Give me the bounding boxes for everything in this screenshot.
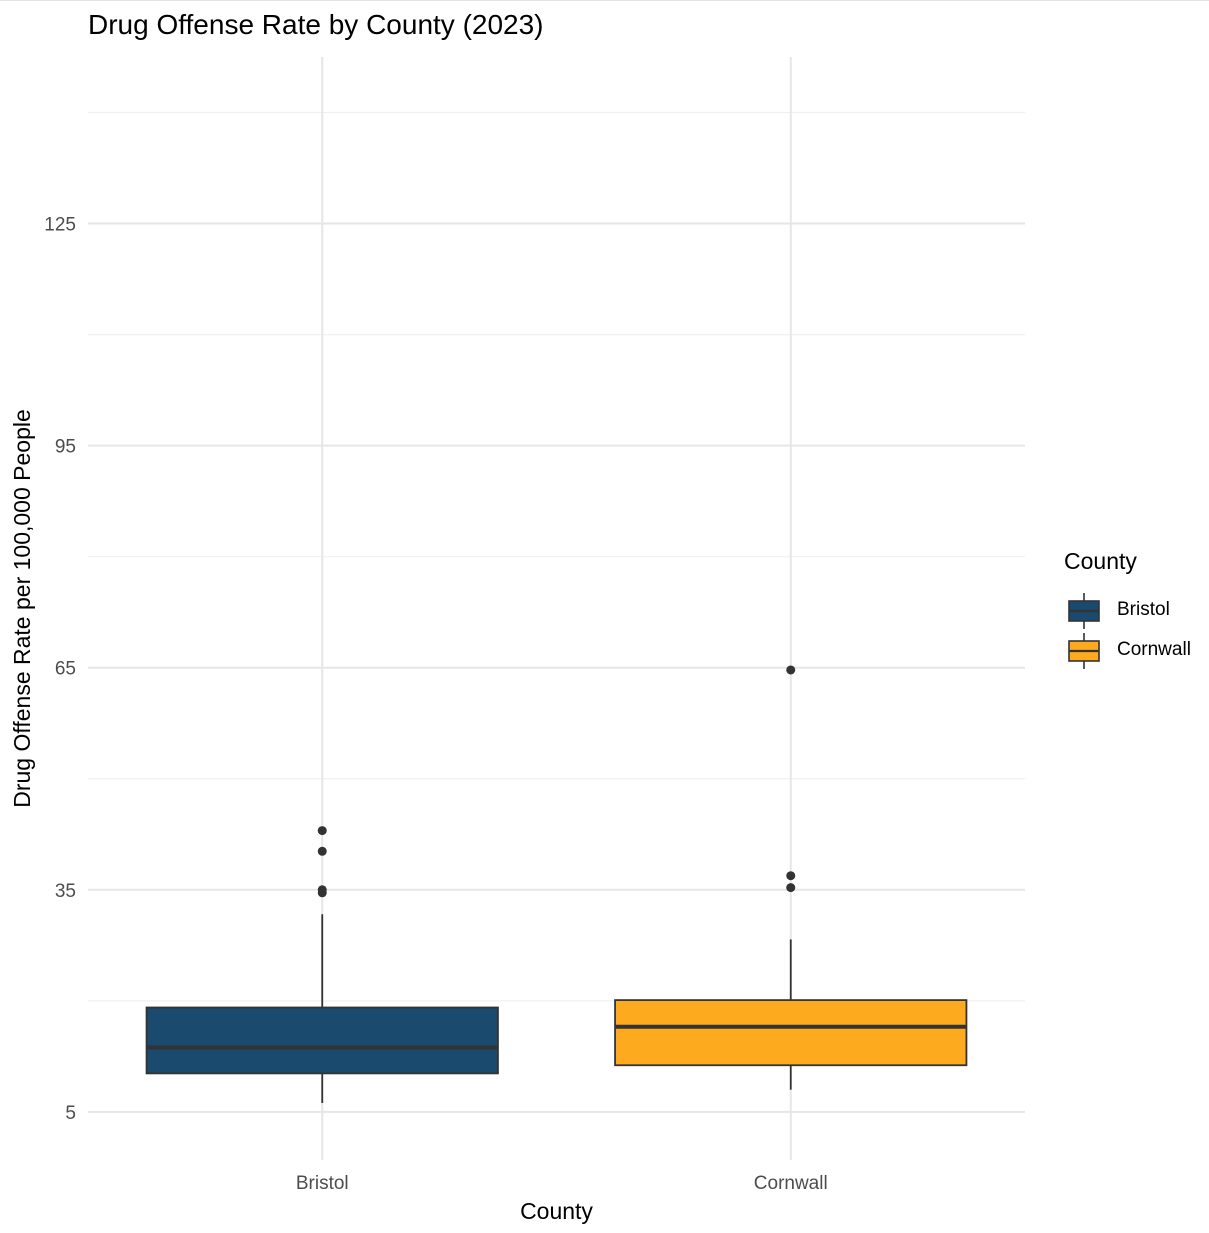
outlier-point (317, 846, 327, 856)
legend-items: Bristol Cornwall (1064, 591, 1204, 671)
legend-label: Cornwall (1117, 639, 1191, 660)
box-cornwall (614, 665, 968, 1090)
x-tick-label: Bristol (296, 1173, 349, 1194)
y-axis-title: Drug Offense Rate per 100,000 People (9, 409, 35, 808)
x-tick-label: Cornwall (754, 1173, 828, 1194)
legend-item: Cornwall (1064, 631, 1204, 671)
y-tick-label: 35 (55, 881, 76, 902)
legend-key (1068, 593, 1100, 629)
box-bristol (145, 826, 499, 1103)
grid-layer (88, 57, 1025, 1160)
outlier-point (786, 665, 796, 675)
top-rule (0, 0, 1209, 1)
outlier-point (786, 883, 796, 893)
y-tick-label: 65 (55, 659, 76, 680)
legend-key (1068, 633, 1100, 669)
outlier-point (317, 885, 327, 895)
y-tick-label: 125 (44, 215, 76, 236)
label-layer: 125 95 65 35 5 Bristol Cornwall County Drug Offe… (9, 215, 828, 1224)
chart-title: Drug Offense Rate by County (2023) (88, 9, 544, 40)
y-tick-label: 5 (65, 1103, 76, 1124)
legend-label: Bristol (1117, 599, 1170, 620)
legend-item: Bristol (1064, 591, 1204, 631)
legend-title: County (1064, 548, 1137, 574)
iqr-box (614, 999, 968, 1067)
iqr-box (145, 1006, 499, 1075)
x-axis-title: County (520, 1198, 593, 1224)
y-tick-label: 95 (55, 437, 76, 458)
legend: County Bristol Cornwall (1064, 548, 1204, 671)
box-layer (145, 665, 968, 1103)
outlier-point (786, 871, 796, 881)
outlier-point (317, 826, 327, 836)
